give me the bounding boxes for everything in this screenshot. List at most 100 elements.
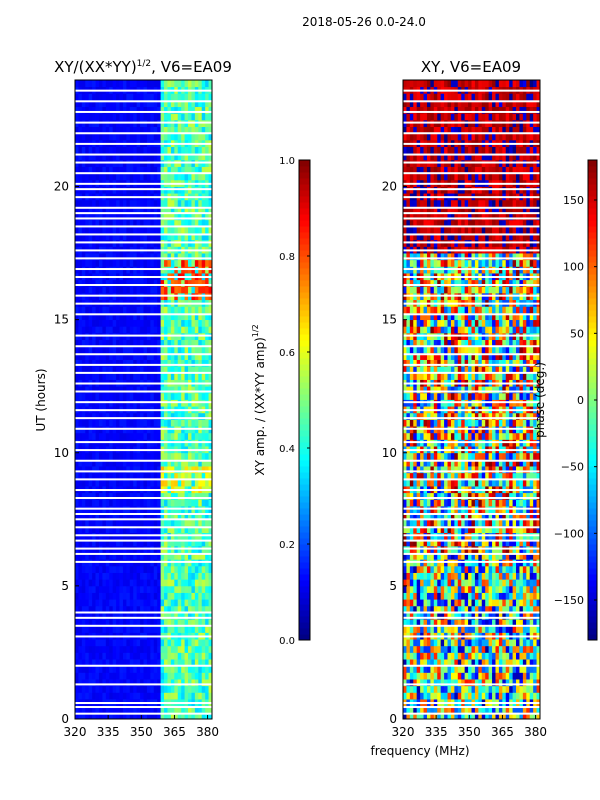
heatmap-cell bbox=[98, 153, 103, 161]
heatmap-cell bbox=[164, 346, 168, 354]
heatmap-cell bbox=[98, 625, 103, 633]
heatmap-cell bbox=[188, 712, 192, 720]
heatmap-cell bbox=[533, 625, 537, 633]
heatmap-cell bbox=[98, 472, 103, 480]
heatmap-cell bbox=[143, 685, 148, 693]
heatmap-cell bbox=[102, 685, 107, 693]
heatmap-cell bbox=[181, 625, 185, 633]
heatmap-cell bbox=[160, 166, 165, 174]
heatmap-cell bbox=[423, 685, 428, 693]
heatmap-cell bbox=[457, 585, 462, 593]
heatmap-cell bbox=[78, 133, 83, 141]
heatmap-cell bbox=[109, 386, 114, 394]
heatmap-cell bbox=[164, 612, 168, 620]
heatmap-cell bbox=[122, 206, 127, 214]
heatmap-cell bbox=[153, 219, 158, 227]
heatmap-cell bbox=[481, 705, 486, 713]
colorbar-swatch bbox=[299, 586, 310, 593]
colorbar-swatch bbox=[299, 538, 310, 545]
heatmap-cell bbox=[98, 479, 103, 487]
heatmap-cell bbox=[75, 106, 79, 114]
heatmap-cell bbox=[512, 565, 517, 573]
heatmap-cell bbox=[75, 539, 79, 547]
heatmap-cell bbox=[188, 372, 192, 380]
heatmap-cell bbox=[177, 153, 182, 161]
heatmap-cell bbox=[174, 705, 179, 713]
heatmap-cell bbox=[413, 692, 418, 700]
colorbar-swatch bbox=[299, 544, 310, 551]
heatmap-cell bbox=[81, 412, 86, 420]
heatmap-cell bbox=[468, 659, 472, 667]
heatmap-cell bbox=[146, 126, 151, 134]
heatmap-cell bbox=[95, 372, 100, 380]
heatmap-cell bbox=[481, 605, 486, 613]
heatmap-cell bbox=[471, 572, 476, 580]
heatmap-cell bbox=[143, 672, 148, 680]
heatmap-cell bbox=[205, 419, 209, 427]
heatmap-cell bbox=[146, 479, 151, 487]
heatmap-cell bbox=[98, 233, 103, 241]
heatmap-cell bbox=[122, 412, 127, 420]
heatmap-cell bbox=[136, 326, 141, 334]
heatmap-cell bbox=[98, 346, 103, 354]
heatmap-cell bbox=[474, 605, 479, 613]
heatmap-cell bbox=[92, 226, 96, 234]
heatmap-cell bbox=[122, 366, 127, 374]
heatmap-cell bbox=[119, 712, 124, 720]
heatmap-cell bbox=[403, 619, 407, 627]
heatmap-cell bbox=[177, 599, 182, 607]
heatmap-cell bbox=[136, 226, 141, 234]
heatmap-cell bbox=[177, 472, 182, 480]
heatmap-cell bbox=[208, 173, 213, 181]
heatmap-cell bbox=[485, 572, 490, 580]
heatmap-cell bbox=[109, 645, 114, 653]
heatmap-cell bbox=[122, 679, 127, 687]
heatmap-cell bbox=[105, 692, 110, 700]
heatmap-cell bbox=[454, 679, 459, 687]
heatmap-cell bbox=[119, 705, 124, 713]
heatmap-cell bbox=[403, 679, 407, 687]
heatmap-cell bbox=[146, 645, 151, 653]
heatmap-cell bbox=[81, 645, 86, 653]
heatmap-cell bbox=[140, 525, 144, 534]
heatmap-cell bbox=[81, 539, 86, 547]
heatmap-cell bbox=[174, 226, 179, 234]
heatmap-cell bbox=[406, 659, 411, 667]
heatmap-cell bbox=[102, 133, 107, 141]
heatmap-cell bbox=[146, 80, 151, 88]
heatmap-cell bbox=[122, 565, 127, 573]
heatmap-cell bbox=[164, 579, 168, 587]
heatmap-cell bbox=[188, 339, 192, 347]
heatmap-cell bbox=[136, 525, 141, 534]
heatmap-cell bbox=[98, 432, 103, 440]
heatmap-cell bbox=[102, 80, 107, 88]
heatmap-cell bbox=[136, 419, 141, 427]
heatmap-cell bbox=[509, 565, 513, 573]
heatmap-cell bbox=[167, 306, 172, 314]
heatmap-cell bbox=[95, 639, 100, 647]
heatmap-cell bbox=[181, 519, 185, 527]
heatmap-cell bbox=[194, 599, 199, 607]
heatmap-cell bbox=[78, 339, 83, 347]
heatmap-cell bbox=[416, 625, 421, 633]
heatmap-cell bbox=[423, 639, 428, 647]
heatmap-cell bbox=[85, 525, 90, 534]
heatmap-cell bbox=[478, 659, 483, 667]
heatmap-cell bbox=[502, 579, 507, 587]
heatmap-cell bbox=[143, 525, 148, 534]
heatmap-cell bbox=[454, 659, 459, 667]
heatmap-cell bbox=[406, 585, 411, 593]
heatmap-cell bbox=[126, 419, 131, 427]
heatmap-cell bbox=[208, 685, 213, 693]
heatmap-cell bbox=[122, 166, 127, 174]
heatmap-cell bbox=[208, 279, 213, 287]
heatmap-cell bbox=[426, 659, 431, 667]
heatmap-cell bbox=[143, 326, 148, 334]
heatmap-cell bbox=[191, 359, 196, 367]
heatmap-cell bbox=[181, 113, 185, 121]
heatmap-cell bbox=[502, 712, 507, 720]
heatmap-cell bbox=[75, 572, 79, 580]
data-gap bbox=[75, 172, 212, 175]
heatmap-cell bbox=[122, 93, 127, 101]
heatmap-cell bbox=[150, 226, 155, 234]
